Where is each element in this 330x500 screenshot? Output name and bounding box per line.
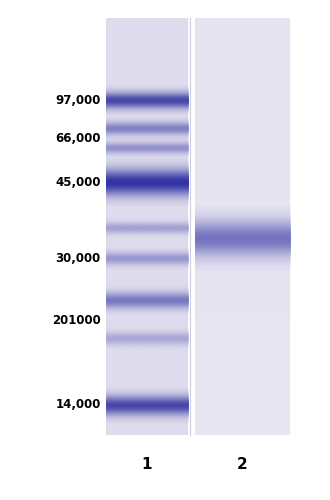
Text: 201000: 201000: [52, 314, 101, 326]
Text: 30,000: 30,000: [55, 252, 101, 264]
Text: 1: 1: [142, 457, 152, 472]
Text: 97,000: 97,000: [55, 94, 101, 106]
Bar: [195, 18, 290, 435]
Text: 45,000: 45,000: [55, 176, 101, 188]
Bar: [106, 18, 188, 435]
Text: 14,000: 14,000: [55, 398, 101, 411]
Text: 66,000: 66,000: [55, 132, 101, 144]
Text: 2: 2: [237, 457, 248, 472]
